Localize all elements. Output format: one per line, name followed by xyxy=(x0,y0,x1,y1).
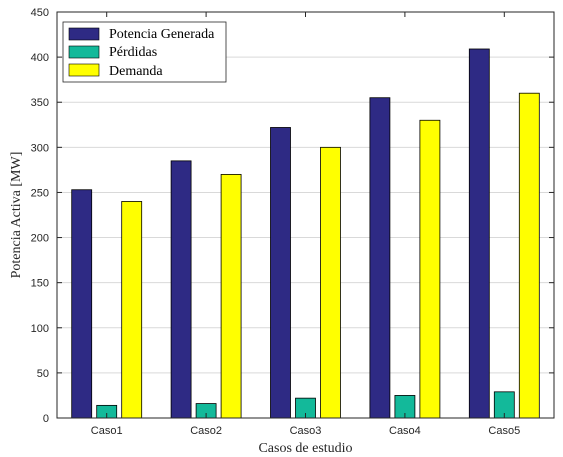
bar-demanda-caso2 xyxy=(220,173,242,419)
legend: Potencia Generada Pérdidas Demanda xyxy=(62,21,227,83)
y-tick-label: 150 xyxy=(31,278,49,290)
x-tick-label: Caso4 xyxy=(389,425,421,437)
legend-swatch-perdidas xyxy=(68,45,100,59)
y-axis-ticks: 0 50 100 150 200 250 300 350 400 450 xyxy=(31,7,554,425)
x-axis-title: Casos de estudio xyxy=(258,441,352,456)
y-tick-label: 300 xyxy=(31,142,49,154)
legend-label-demanda: Demanda xyxy=(109,64,163,79)
bar-demanda-caso4 xyxy=(419,119,441,419)
bar-demanda-caso3 xyxy=(320,146,341,419)
y-tick-label: 0 xyxy=(43,413,49,425)
x-tick-label: Caso2 xyxy=(190,425,222,437)
x-tick-label: Caso1 xyxy=(91,425,123,437)
x-axis-ticks: Caso1 Caso2 Caso3 Caso4 Caso5 xyxy=(91,12,520,437)
bar-demanda-caso1 xyxy=(121,201,143,419)
y-tick-label: 100 xyxy=(31,323,49,335)
bar-potencia-generada-caso3 xyxy=(270,127,291,419)
bar-potencia-generada-caso5 xyxy=(468,48,490,419)
y-tick-label: 50 xyxy=(37,368,49,380)
legend-swatch-demanda xyxy=(68,63,100,77)
bar-potencia-generada-caso4 xyxy=(369,97,391,419)
legend-swatch-potencia-generada xyxy=(68,27,100,41)
bar-potencia-generada-caso2 xyxy=(170,160,192,419)
y-tick-label: 250 xyxy=(31,187,49,199)
legend-label-perdidas: Pérdidas xyxy=(109,45,157,60)
y-tick-label: 450 xyxy=(31,7,49,19)
y-axis-title: Potencia Activa [MW] xyxy=(9,152,24,279)
bar-demanda-caso5 xyxy=(518,92,540,419)
y-tick-label: 400 xyxy=(31,52,49,64)
x-tick-label: Caso5 xyxy=(488,425,520,437)
y-tick-label: 200 xyxy=(31,233,49,245)
bar-potencia-generada-caso1 xyxy=(71,189,93,419)
x-tick-label: Caso3 xyxy=(290,425,322,437)
legend-label-potencia-generada: Potencia Generada xyxy=(109,27,215,42)
y-tick-label: 350 xyxy=(31,97,49,109)
